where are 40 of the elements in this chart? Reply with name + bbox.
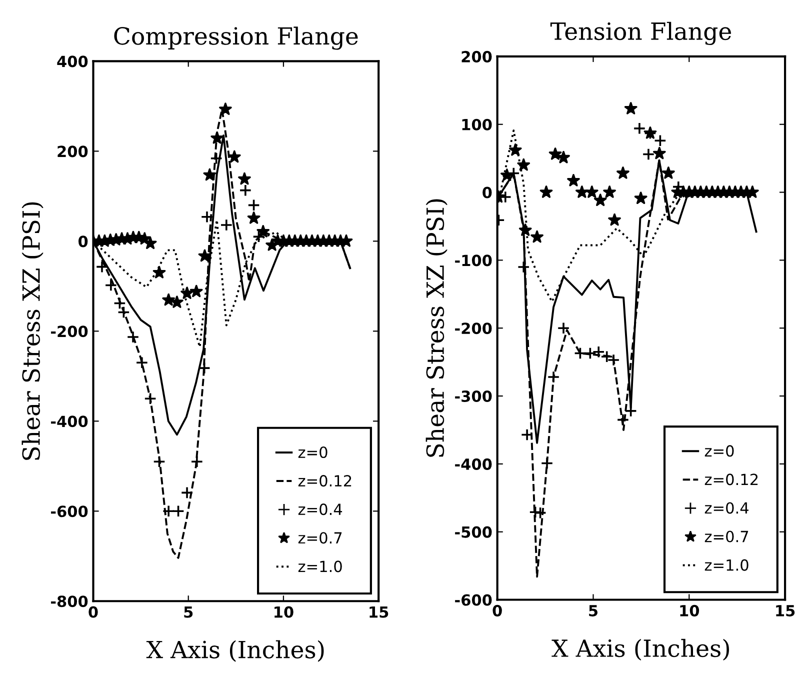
y-tick-label: 0 bbox=[482, 186, 492, 198]
x-tick-label: 15 bbox=[370, 606, 388, 618]
legend-label: z=0.7 bbox=[704, 530, 748, 542]
x-tick-label: 0 bbox=[492, 604, 502, 616]
y-tick-label: -500 bbox=[455, 526, 492, 538]
y-tick-label: -600 bbox=[50, 506, 88, 518]
legend-label: z=0.4 bbox=[298, 504, 342, 516]
y-tick-label: -600 bbox=[455, 594, 492, 606]
chart-title: Tension Flange bbox=[550, 22, 732, 46]
y-tick-label: 200 bbox=[58, 146, 88, 158]
legend-label: z=0 bbox=[298, 446, 328, 458]
legend-label: z=0.12 bbox=[704, 474, 758, 486]
y-axis-title: Shear Stress XZ (PSI) bbox=[22, 202, 44, 460]
y-tick-label: 100 bbox=[462, 118, 492, 130]
y-tick-label: 400 bbox=[57, 56, 88, 68]
y-tick-label: -400 bbox=[50, 416, 88, 428]
legend-label: z=1.0 bbox=[704, 559, 748, 571]
x-tick-label: 10 bbox=[274, 606, 294, 618]
x-tick-label: 15 bbox=[776, 605, 795, 616]
x-tick-label: 5 bbox=[589, 605, 598, 616]
x-axis-title: X Axis (Inches) bbox=[146, 640, 324, 662]
y-axis-title: Shear Stress XZ (PSI) bbox=[426, 199, 448, 457]
y-tick-label: -200 bbox=[455, 322, 492, 334]
y-tick-label: -800 bbox=[50, 596, 88, 608]
legend-label: z=1.0 bbox=[298, 560, 342, 572]
x-tick-label: 0 bbox=[88, 606, 98, 618]
legend-label: z=0.12 bbox=[298, 475, 352, 487]
legend-label: z=0.4 bbox=[704, 502, 748, 514]
y-tick-label: -400 bbox=[455, 458, 492, 470]
y-tick-label: -300 bbox=[455, 390, 492, 402]
legend-label: z=0 bbox=[704, 445, 734, 457]
x-tick-label: 5 bbox=[184, 606, 193, 618]
y-tick-label: -200 bbox=[50, 326, 88, 338]
x-axis-title: X Axis (Inches) bbox=[552, 638, 729, 660]
chart-title: Compression Flange bbox=[114, 26, 358, 50]
x-tick-label: 10 bbox=[680, 604, 700, 616]
legend-label: z=0.7 bbox=[298, 532, 342, 544]
y-tick-label: 200 bbox=[462, 50, 492, 62]
y-tick-label: 0 bbox=[78, 236, 88, 248]
y-tick-label: -100 bbox=[455, 254, 492, 266]
